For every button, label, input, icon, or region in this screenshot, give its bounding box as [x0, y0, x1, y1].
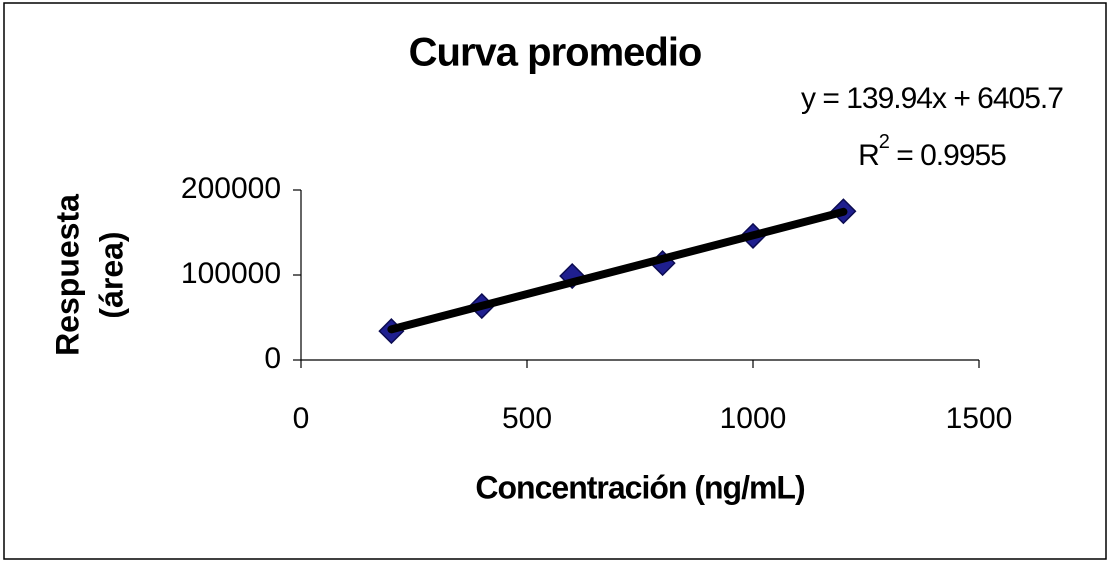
x-tick-label: 0 — [293, 402, 310, 435]
r-squared-value: = 0.9955 — [889, 139, 1006, 172]
r-squared-base: R — [858, 139, 879, 172]
trendline — [387, 207, 848, 334]
chart-border — [3, 2, 1107, 560]
y-axis-title-line: Respuesta — [49, 194, 85, 356]
chart-title: Curva promedio — [409, 31, 702, 75]
y-tick-label: 100000 — [181, 257, 281, 290]
y-tick-label: 0 — [264, 342, 281, 375]
x-tick-label: 1500 — [946, 402, 1013, 435]
y-axis-title: Respuesta (área) — [49, 194, 129, 356]
trendline-equation: y = 139.94x + 6405.7 — [801, 82, 1063, 115]
y-tick-label: 200000 — [181, 172, 281, 205]
x-tick-label: 500 — [502, 402, 552, 435]
r-squared-sup: 2 — [879, 131, 890, 153]
x-tick-label: 1000 — [720, 402, 787, 435]
r-squared: R2 = 0.9955 — [858, 131, 1006, 172]
y-axis-title-line: (área) — [93, 231, 129, 318]
x-axis-title: Concentración (ng/mL) — [475, 469, 805, 505]
